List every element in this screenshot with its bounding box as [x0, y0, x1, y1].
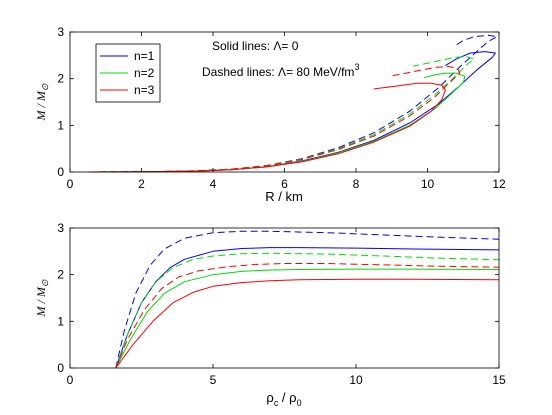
y-tick-label: 0	[57, 361, 64, 375]
series-group	[115, 230, 500, 369]
y-tick-label: 1	[57, 314, 64, 328]
annotation-solid-lines: Solid lines: Λ= 0	[212, 39, 299, 53]
series-line-n3-dashed	[87, 66, 461, 173]
series-line-n2-solid	[115, 268, 500, 369]
x-label-0-sub: 0	[297, 398, 302, 408]
annotation-dashed-rest: = 80 MeV/fm	[286, 65, 354, 79]
y-label-sep: /	[34, 297, 48, 306]
x-axis-label-top: R / km	[265, 189, 303, 204]
x-tick-label: 2	[138, 177, 145, 191]
y-tick-label: 2	[57, 268, 64, 282]
x-label-rho-c: ρ	[266, 390, 273, 405]
annotation-dashed-sup: 3	[354, 62, 359, 72]
x-label-rho-0: ρ	[289, 390, 296, 405]
plot-area	[70, 228, 499, 368]
series-line-n1-dashed	[87, 34, 498, 173]
annotation-solid-symbol: Λ	[273, 39, 281, 53]
y-label-sun-symbol: ⊙	[40, 279, 50, 287]
x-tick-label: 0	[67, 373, 74, 387]
y-label-m: M	[34, 109, 48, 121]
y-label-msun: M	[34, 286, 48, 298]
series-line-n3-solid	[87, 82, 446, 173]
x-tick-label: 10	[421, 177, 435, 191]
y-tick-label: 0	[57, 165, 64, 179]
annotation-dashed-lines: Dashed lines: Λ= 80 MeV/fm3	[202, 62, 359, 79]
legend: n=1 n=2 n=3	[95, 43, 161, 103]
axes-box	[69, 227, 500, 369]
series-line-n2-dashed	[87, 56, 475, 173]
x-label-c-sub: c	[274, 398, 279, 408]
x-tick-label: 10	[349, 373, 363, 387]
x-tick-label: 12	[492, 177, 506, 191]
annotation-solid-rest: = 0	[281, 39, 298, 53]
legend-label-n3: n=3	[134, 83, 155, 97]
series-line-n2-dashed	[115, 252, 500, 369]
x-tick-label: 4	[210, 177, 217, 191]
x-tick-label: 8	[353, 177, 360, 191]
annotation-dashed-symbol: Λ	[278, 65, 286, 79]
y-label-sun-symbol: ⊙	[40, 83, 50, 91]
y-label-msun: M	[34, 90, 48, 102]
series-line-n3-dashed	[115, 263, 500, 369]
series-line-n1-dashed	[115, 230, 500, 369]
tick-group: 0 5 10 15 0 1 2 3	[57, 221, 506, 387]
y-tick-label: 1	[57, 118, 64, 132]
series-group	[87, 34, 498, 173]
x-tick-label: 5	[210, 373, 217, 387]
x-tick-label: 15	[492, 373, 506, 387]
y-tick-label: 3	[57, 221, 64, 235]
series-line-n3-solid	[115, 278, 500, 369]
y-tick-label: 3	[57, 25, 64, 39]
x-tick-label: 6	[281, 177, 288, 191]
annotation-dashed-text: Dashed lines:	[202, 65, 278, 79]
y-tick-label: 2	[57, 72, 64, 86]
x-tick-label: 0	[67, 177, 74, 191]
y-label-m: M	[34, 305, 48, 317]
y-label-sep: /	[34, 101, 48, 110]
y-axis-label-bottom: M / M⊙	[34, 279, 50, 317]
legend-label-n1: n=1	[134, 49, 155, 63]
x-axis-label-bottom: ρc / ρ0	[266, 390, 301, 408]
annotation-solid-text: Solid lines:	[212, 39, 273, 53]
legend-label-n2: n=2	[134, 66, 155, 80]
y-axis-label-top: M / M⊙	[34, 83, 50, 121]
x-label-sep: /	[278, 390, 289, 405]
